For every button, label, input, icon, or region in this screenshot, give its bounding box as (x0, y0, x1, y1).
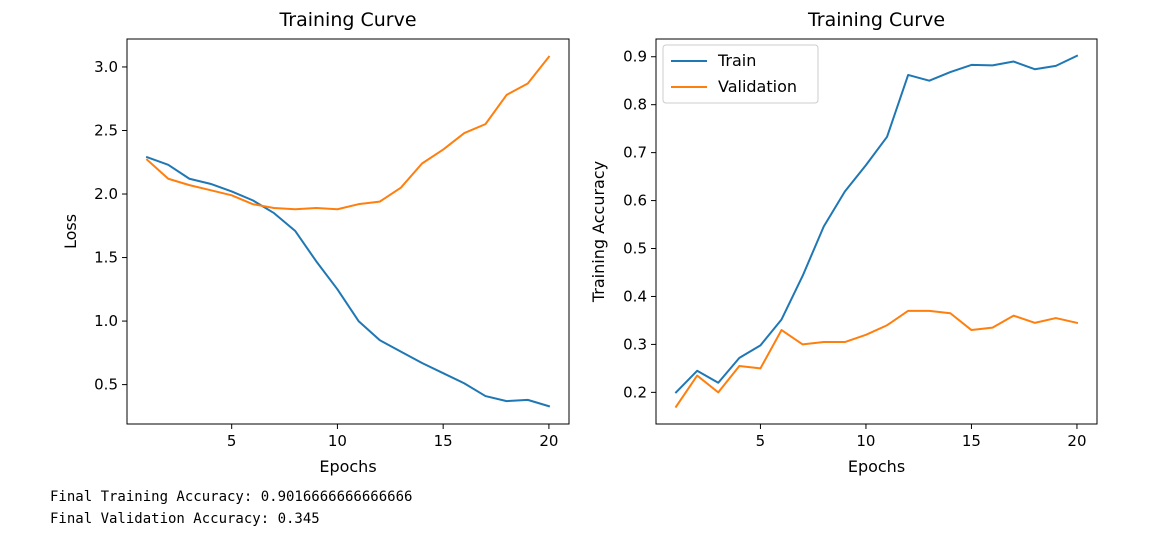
y-tick-label: 0.4 (623, 287, 647, 305)
x-tick-label: 5 (227, 432, 237, 450)
final-training-accuracy-text: Final Training Accuracy: 0.9016666666666… (50, 489, 413, 505)
x-tick-label: 10 (328, 432, 347, 450)
y-tick-label: 1.5 (94, 249, 118, 267)
x-tick-label: 10 (856, 432, 875, 450)
series-line-validation (674, 309, 1079, 409)
figure: 5 10 15 20 0.5 1.0 1.5 2.0 2.5 3.0 Training Curve E… (61, 9, 1098, 476)
y-tick-label: 0.8 (623, 96, 647, 114)
y-tick-label: 0.5 (623, 240, 647, 258)
axes-frame (126, 38, 570, 425)
x-axis-label: Epochs (319, 457, 376, 476)
y-tick-label: 0.7 (623, 144, 647, 162)
x-tick-label: 5 (756, 432, 766, 450)
chart-title: Training Curve (278, 9, 416, 31)
x-tick-label: 15 (434, 432, 453, 450)
y-tick-label: 3.0 (94, 58, 118, 76)
y-tick-label: 2.5 (94, 121, 118, 139)
chart-2: 5 10 15 20 0.2 0.3 0.4 0.5 0.6 0.7 0.8 0.9 Training … (589, 9, 1098, 476)
legend-label-train: Train (717, 51, 756, 70)
x-tick-label: 20 (539, 432, 558, 450)
y-tick-label: 0.5 (94, 376, 118, 394)
final-validation-accuracy-text: Final Validation Accuracy: 0.345 (50, 511, 320, 527)
legend: Train Validation (662, 44, 819, 104)
y-axis-label: Training Accuracy (589, 161, 608, 303)
y-axis-label: Loss (61, 214, 80, 249)
y-tick-label: 0.2 (623, 383, 647, 401)
series-line-1 (145, 155, 551, 408)
y-tick-label: 1.0 (94, 312, 118, 330)
y-tick-label: 0.6 (623, 192, 647, 210)
y-tick-label: 0.9 (623, 48, 647, 66)
series-line-2 (145, 55, 551, 211)
chart-title: Training Curve (807, 9, 945, 31)
x-tick-label: 15 (962, 432, 981, 450)
y-tick-label: 2.0 (94, 185, 118, 203)
series-line-train (674, 54, 1079, 394)
axes-frame (655, 38, 1098, 425)
legend-box (662, 44, 819, 104)
chart-1: 5 10 15 20 0.5 1.0 1.5 2.0 2.5 3.0 Training Curve E… (61, 9, 570, 476)
x-tick-label: 20 (1067, 432, 1086, 450)
x-axis-label: Epochs (848, 457, 905, 476)
legend-label-validation: Validation (718, 77, 797, 96)
y-tick-label: 0.3 (623, 335, 647, 353)
